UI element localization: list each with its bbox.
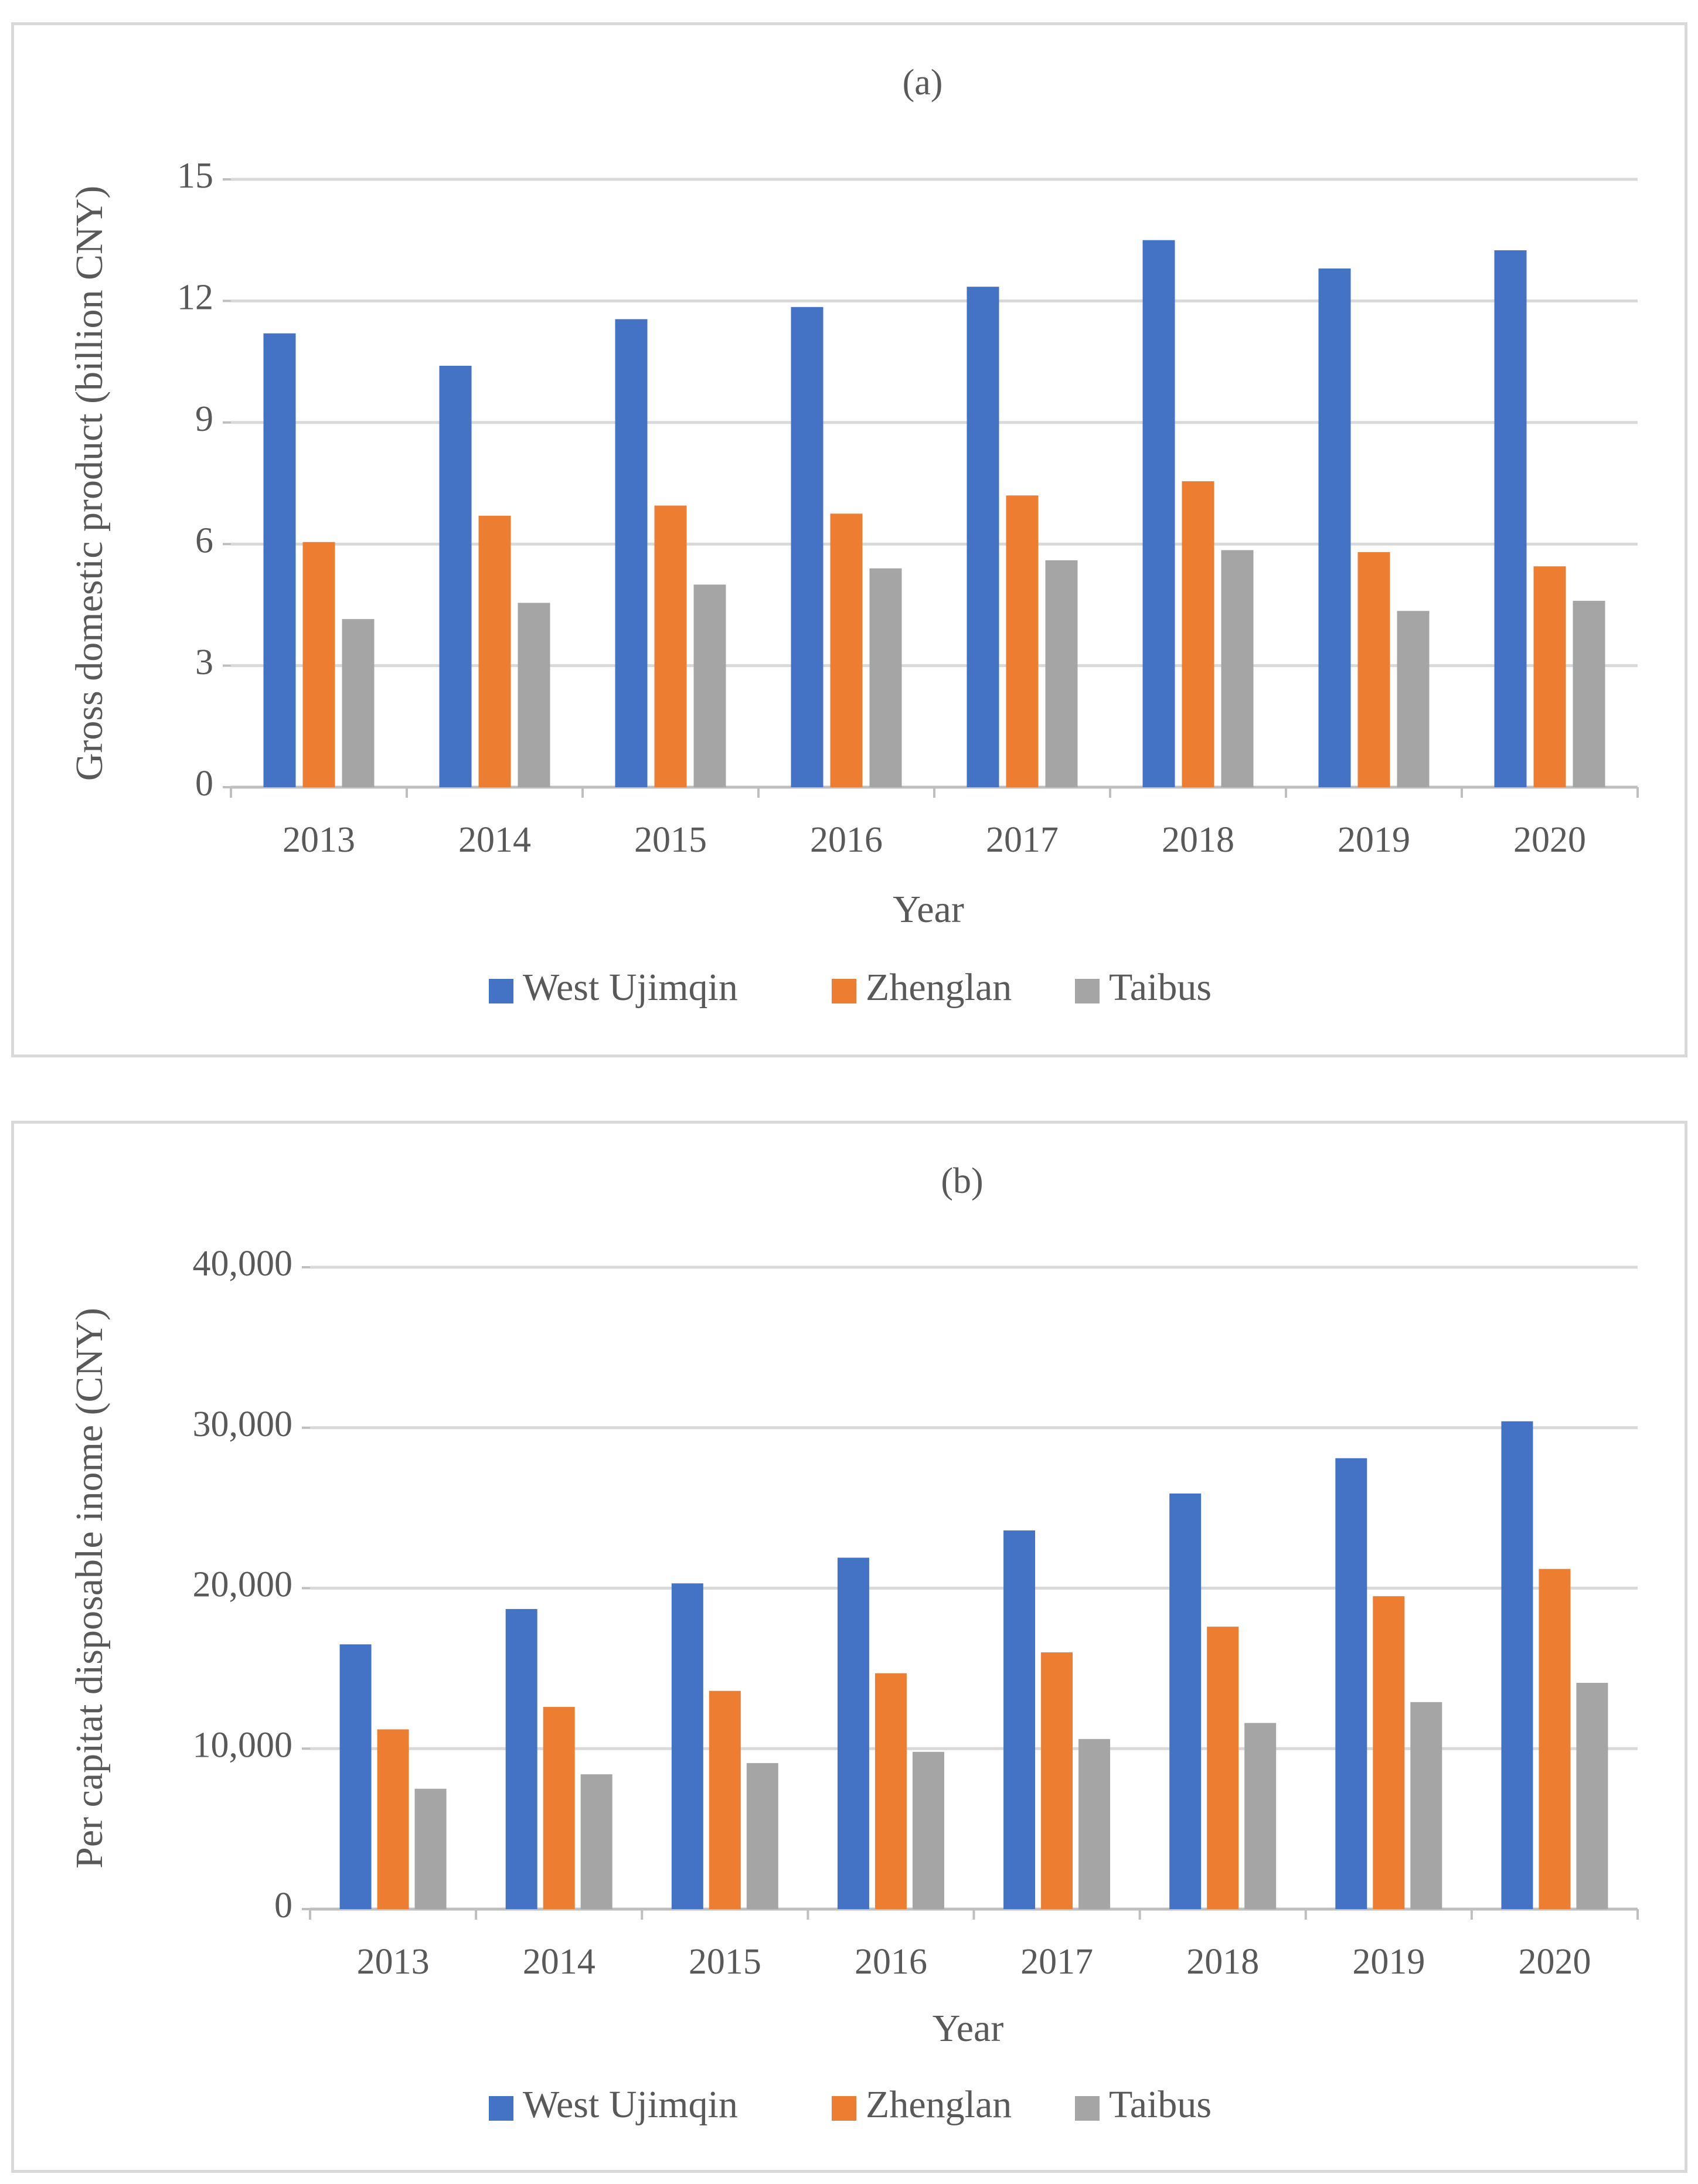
x-tick-label: 2013	[357, 1942, 430, 1982]
y-tick-label: 40,000	[193, 1244, 293, 1284]
bar-zhenglan-2016	[830, 513, 863, 787]
chart-panel-b: (b) 0 10,000 20,000 30,000 40,000 2013 2014 2015…	[11, 1121, 1687, 2173]
bar-zhenglan-2013	[377, 1729, 409, 1909]
legend-label-zhenglan: Zhenglan	[866, 966, 1012, 1009]
bar-taibus-2020	[1576, 1683, 1608, 1909]
bar-zhenglan-2020	[1539, 1569, 1571, 1909]
bar-zhenglan-2017	[1006, 495, 1039, 787]
bar-zhenglan-2015	[709, 1690, 741, 1909]
y-tick-label: 12	[177, 278, 213, 318]
x-tick-label: 2016	[810, 820, 883, 860]
bar-west-ujimqin-2015	[671, 1583, 703, 1909]
y-axis-title: Per capitat disposable inome (CNY)	[68, 1308, 111, 1869]
bar-taibus-2013	[414, 1788, 447, 1909]
bar-taibus-2013	[342, 619, 375, 787]
gdp-bar-chart: (a) 0 3 6 9 12 15 2013 2014 2015 2016 2017 2018 2019 2…	[68, 63, 1639, 1009]
bar-west-ujimqin-2015	[615, 319, 648, 787]
bar-taibus-2017	[1045, 560, 1078, 787]
legend-swatch-taibus	[1075, 979, 1100, 1003]
legend-label-taibus: Taibus	[1109, 966, 1212, 1009]
bar-taibus-2017	[1078, 1739, 1111, 1909]
x-tick-label: 2019	[1338, 820, 1410, 860]
y-tick-label: 20,000	[193, 1565, 293, 1605]
y-tick-label: 6	[195, 521, 213, 560]
x-tick-label: 2015	[634, 820, 707, 860]
legend-label-zhenglan: Zhenglan	[866, 2083, 1012, 2126]
bar-taibus-2015	[746, 1763, 778, 1909]
bar-west-ujimqin-2016	[791, 307, 824, 787]
bar-zhenglan-2013	[302, 542, 335, 787]
legend-swatch-west-ujimqin	[489, 979, 513, 1003]
bar-west-ujimqin-2017	[967, 287, 999, 787]
bar-taibus-2020	[1573, 600, 1605, 787]
y-tick-label: 9	[195, 399, 213, 439]
bar-west-ujimqin-2018	[1142, 240, 1175, 787]
bar-taibus-2014	[518, 603, 550, 787]
y-tick-label: 10,000	[193, 1725, 293, 1765]
bar-west-ujimqin-2020	[1494, 250, 1527, 787]
bar-west-ujimqin-2013	[263, 333, 296, 787]
legend-label-taibus: Taibus	[1109, 2083, 1212, 2126]
bar-zhenglan-2016	[874, 1673, 907, 1909]
bar-west-ujimqin-2014	[439, 366, 472, 787]
bar-zhenglan-2019	[1357, 552, 1390, 787]
bar-zhenglan-2019	[1373, 1596, 1405, 1909]
y-tick-label: 30,000	[193, 1404, 293, 1444]
bar-zhenglan-2014	[478, 515, 511, 787]
y-tick-label: 0	[274, 1886, 292, 1926]
bar-west-ujimqin-2017	[1003, 1530, 1036, 1909]
x-tick-label: 2018	[1186, 1942, 1259, 1982]
bar-taibus-2015	[693, 584, 726, 787]
legend-swatch-west-ujimqin	[489, 2096, 513, 2121]
bar-taibus-2019	[1397, 611, 1430, 787]
bar-west-ujimqin-2019	[1318, 268, 1351, 787]
chart-title: (b)	[941, 1161, 983, 1201]
bar-west-ujimqin-2019	[1335, 1458, 1367, 1909]
bar-zhenglan-2018	[1207, 1627, 1239, 1909]
bar-taibus-2018	[1221, 550, 1254, 787]
x-tick-label: 2017	[1020, 1942, 1093, 1982]
x-axis-title: Year	[893, 888, 964, 931]
bar-west-ujimqin-2020	[1501, 1421, 1533, 1909]
income-bar-chart: (b) 0 10,000 20,000 30,000 40,000 2013 2014 2015…	[68, 1161, 1639, 2126]
x-tick-label: 2014	[523, 1942, 596, 1982]
bar-taibus-2014	[580, 1774, 612, 1909]
bar-zhenglan-2018	[1182, 481, 1214, 787]
x-tick-label: 2018	[1162, 820, 1234, 860]
bar-zhenglan-2015	[654, 505, 687, 787]
legend-swatch-taibus	[1075, 2096, 1100, 2121]
legend-label-west-ujimqin: West Ujimqin	[523, 2083, 738, 2126]
x-tick-label: 2017	[986, 820, 1059, 860]
x-tick-label: 2019	[1352, 1942, 1425, 1982]
x-tick-label: 2014	[458, 820, 531, 860]
x-tick-label: 2020	[1513, 820, 1586, 860]
y-axis-title: Gross domestic product (billion CNY)	[68, 186, 111, 781]
bar-taibus-2016	[912, 1751, 944, 1909]
chart-panel-a: (a) 0 3 6 9 12 15 2013 2014 2015 2016 2017 2018 2019 2…	[11, 22, 1687, 1057]
y-tick-label: 15	[177, 156, 213, 196]
bar-west-ujimqin-2018	[1169, 1493, 1202, 1909]
legend-swatch-zhenglan	[832, 2096, 856, 2121]
bar-west-ujimqin-2016	[837, 1557, 869, 1909]
bar-west-ujimqin-2013	[339, 1644, 372, 1909]
bar-taibus-2018	[1244, 1723, 1277, 1909]
x-tick-label: 2020	[1518, 1942, 1591, 1982]
bar-zhenglan-2020	[1533, 566, 1566, 787]
bar-zhenglan-2017	[1041, 1652, 1073, 1909]
bar-west-ujimqin-2014	[505, 1609, 537, 1909]
legend-swatch-zhenglan	[832, 979, 856, 1003]
x-tick-label: 2013	[283, 820, 355, 860]
y-tick-label: 3	[195, 642, 213, 682]
legend-label-west-ujimqin: West Ujimqin	[523, 966, 738, 1009]
bar-taibus-2019	[1410, 1702, 1442, 1909]
x-tick-label: 2015	[689, 1942, 761, 1982]
x-axis-title: Year	[933, 2007, 1004, 2050]
x-tick-label: 2016	[855, 1942, 927, 1982]
chart-title: (a)	[903, 63, 943, 103]
y-tick-label: 0	[195, 764, 213, 804]
bar-zhenglan-2014	[543, 1707, 575, 1909]
bar-taibus-2016	[869, 568, 902, 787]
